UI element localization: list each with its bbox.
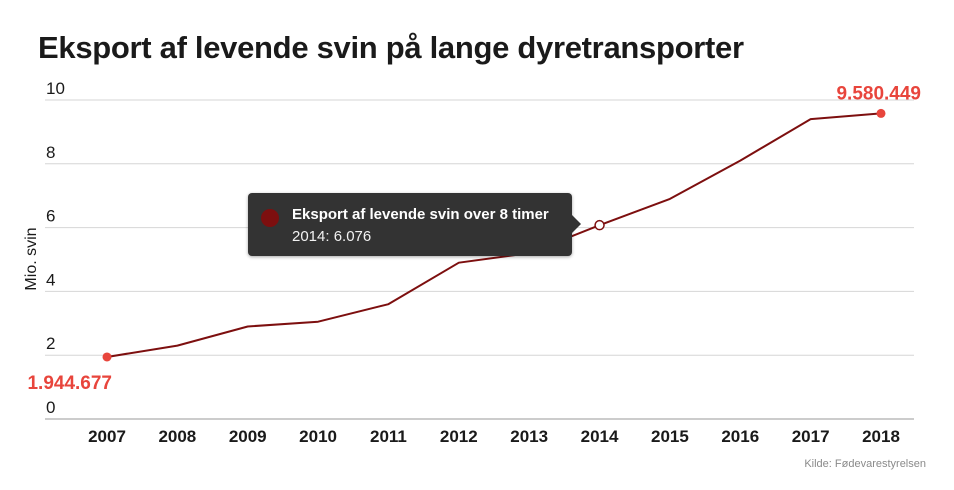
x-axis-ticks: 2007 2008 2009 2010 2011 2012 2013 2014 2015 2016…: [88, 427, 900, 446]
data-point: [102, 352, 112, 362]
y-tick-label: 10: [46, 79, 65, 98]
x-tick-label: 2013: [510, 427, 548, 446]
y-tick-label: 8: [46, 143, 55, 162]
x-tick-label: 2009: [229, 427, 267, 446]
x-tick-label: 2018: [862, 427, 900, 446]
series-layer: [106, 112, 882, 358]
data-points: [102, 108, 886, 362]
y-tick-label: 4: [46, 270, 55, 289]
data-point: [876, 108, 886, 118]
hovered-point: [594, 219, 605, 231]
x-tick-label: 2014: [581, 427, 619, 446]
tooltip-value: 2014: 6.076: [292, 228, 372, 245]
x-tick-label: 2012: [440, 427, 478, 446]
y-tick-label: 6: [46, 207, 55, 226]
series-line: [106, 112, 882, 358]
x-tick-label: 2017: [792, 427, 830, 446]
x-tick-label: 2007: [88, 427, 126, 446]
x-tick-label: 2008: [158, 427, 196, 446]
chart-title: Eksport af levende svin på lange dyretra…: [38, 30, 744, 65]
y-axis-label: Mio. svin: [23, 227, 40, 290]
x-tick-label: 2015: [651, 427, 689, 446]
x-tick-label: 2011: [370, 427, 407, 446]
x-tick-label: 2010: [299, 427, 337, 446]
tooltip-series-name: Eksport af levende svin over 8 timer: [292, 206, 549, 223]
hover-tooltip: Eksport af levende svin over 8 timer 201…: [248, 193, 581, 256]
y-tick-label: 0: [46, 398, 55, 417]
data-label: 1.944.677: [27, 373, 112, 394]
series-color-dot: [261, 209, 279, 227]
data-labels: 1.944.677 9.580.449: [27, 83, 921, 394]
data-label: 9.580.449: [836, 83, 921, 104]
source-credit: Kilde: Fødevarestyrelsen: [804, 458, 926, 470]
y-tick-label: 2: [46, 334, 55, 353]
x-tick-label: 2016: [721, 427, 759, 446]
y-axis-ticks: 0 2 4 6 8 10: [46, 79, 65, 417]
